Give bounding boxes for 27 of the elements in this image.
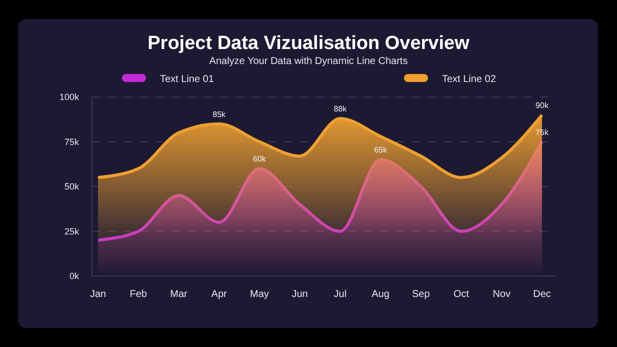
x-tick-label: Feb	[130, 289, 148, 300]
y-tick-label: 100k	[59, 92, 80, 102]
x-tick-label: Apr	[211, 289, 228, 300]
x-tick-label: Nov	[492, 289, 511, 300]
data-label: 60k	[253, 154, 267, 164]
data-label: 85k	[212, 110, 227, 119]
data-label: 65k	[374, 146, 388, 155]
data-label: 75k	[536, 128, 550, 137]
x-tick-label: Mar	[170, 289, 188, 300]
x-tick-label: Oct	[453, 289, 470, 300]
data-label: 88k	[334, 104, 348, 114]
y-tick-label: 0k	[69, 271, 80, 281]
x-tick-label: Jan	[90, 289, 106, 300]
y-tick-label: 50k	[64, 182, 80, 192]
x-tick-label: Jul	[334, 289, 347, 300]
legend-label: Text Line 02	[442, 74, 496, 85]
y-tick-label: 75k	[64, 136, 80, 147]
chart-title: Project Data Vizualisation Overview	[148, 33, 470, 54]
x-tick-label: Sep	[412, 289, 430, 300]
x-tick-label: May	[250, 289, 269, 300]
y-tick-label: 25k	[64, 226, 80, 236]
x-tick-label: Jun	[292, 289, 308, 300]
chart-subtitle: Analyze Your Data with Dynamic Line Charts	[209, 56, 408, 67]
x-tick-label: Aug	[372, 289, 390, 300]
x-tick-label: Dec	[533, 289, 551, 300]
legend-label: Text Line 01	[160, 74, 214, 85]
data-label: 90k	[536, 100, 550, 110]
